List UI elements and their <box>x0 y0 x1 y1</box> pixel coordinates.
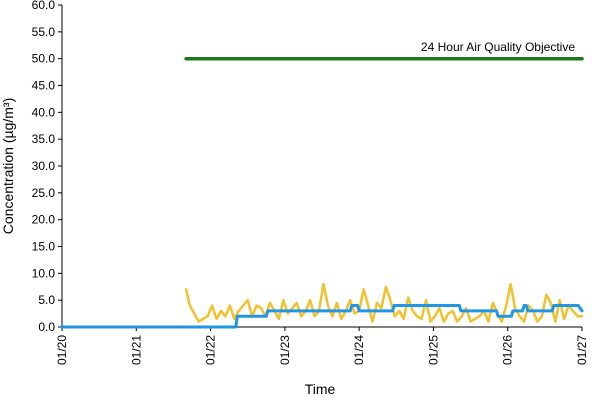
y-tick-label: 60.0 <box>32 0 56 12</box>
y-tick-label: 25.0 <box>32 186 56 200</box>
x-tick-label: 01/26 <box>501 335 515 365</box>
y-axis-ticks: 0.0 5.0 10.0 15.0 20.0 25.0 30.0 35.0 40.0 45.0 50… <box>32 0 62 334</box>
y-tick-label: 15.0 <box>32 240 56 254</box>
y-tick-label: 35.0 <box>32 132 56 146</box>
x-tick-label: 01/27 <box>575 335 589 365</box>
x-tick-label: 01/20 <box>55 335 69 365</box>
series-layer <box>60 56 584 329</box>
y-axis-title: Concentration (µg/m³) <box>0 98 16 234</box>
y-tick-label: 0.0 <box>38 320 55 334</box>
y-tick-label: 50.0 <box>32 52 56 66</box>
x-axis-ticks: 01/20 01/21 01/22 01/23 01/24 01/25 01/26 01/27 <box>55 327 589 365</box>
x-tick-label: 01/25 <box>426 335 440 365</box>
x-tick-label: 01/21 <box>129 335 143 365</box>
y-tick-label: 10.0 <box>32 266 56 280</box>
y-tick-label: 55.0 <box>32 25 56 39</box>
series-line-2 <box>60 304 584 329</box>
x-tick-label: 01/24 <box>352 335 366 365</box>
y-tick-label: 45.0 <box>32 79 56 93</box>
y-tick-label: 40.0 <box>32 105 56 119</box>
y-tick-label: 30.0 <box>32 159 56 173</box>
objective-annotation: 24 Hour Air Quality Objective <box>421 40 575 54</box>
y-tick-label: 20.0 <box>32 213 56 227</box>
x-tick-label: 01/22 <box>204 335 218 365</box>
y-tick-label: 5.0 <box>38 293 55 307</box>
x-tick-label: 01/23 <box>278 335 292 365</box>
x-axis-title: Time <box>305 381 336 397</box>
